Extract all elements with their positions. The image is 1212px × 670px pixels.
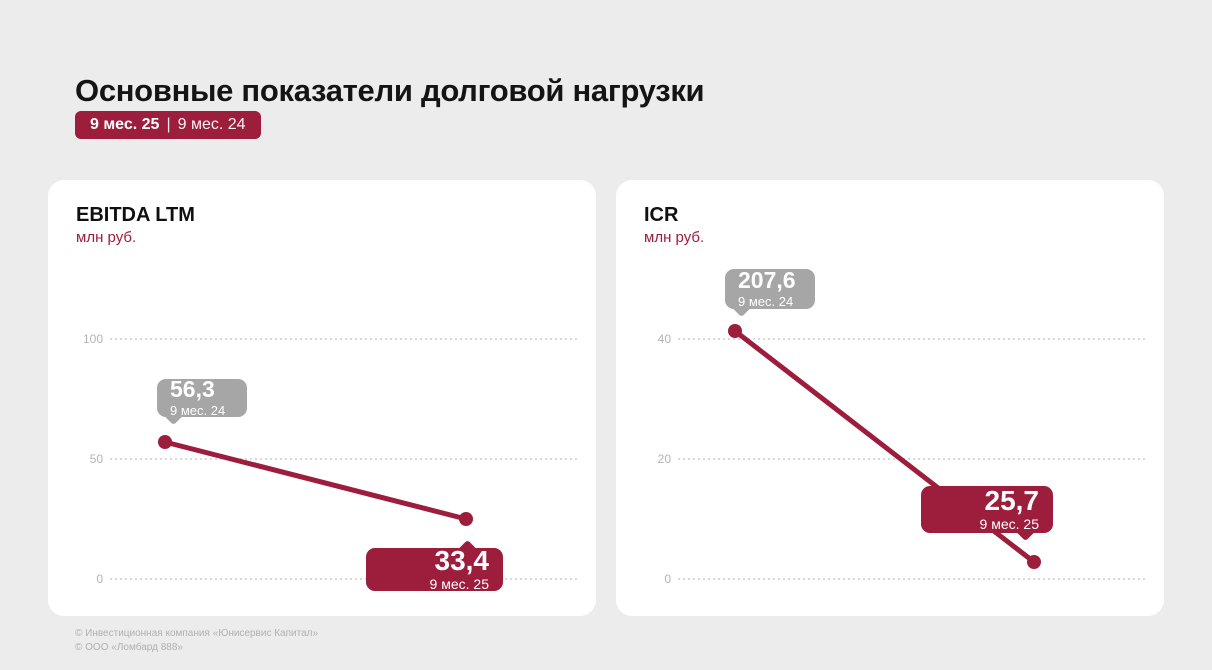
y-tick-label: 40 xyxy=(657,332,671,346)
tooltip-period: 9 мес. 25 xyxy=(979,515,1039,532)
data-point-dot xyxy=(459,512,473,526)
period-separator: | xyxy=(166,116,171,133)
y-tick-label: 0 xyxy=(664,572,671,586)
footer-credits: © Инвестиционная компания «Юнисервис Кап… xyxy=(75,627,318,655)
gridline xyxy=(110,338,577,340)
data-point-dot xyxy=(1027,555,1041,569)
period-previous: 9 мес. 24 xyxy=(177,116,246,133)
tooltip-current: 25,7 9 мес. 25 xyxy=(921,484,1053,542)
tooltip-previous: 56,3 9 мес. 24 xyxy=(157,375,247,426)
gridline-row: 0 xyxy=(641,572,1145,586)
page-title: Основные показатели долговой нагрузки xyxy=(75,72,705,108)
tooltip-previous: 207,6 9 мес. 24 xyxy=(725,266,815,318)
tooltip-period: 9 мес. 25 xyxy=(429,575,489,592)
tooltip-current: 33,4 9 мес. 25 xyxy=(366,539,503,592)
tooltip-value: 25,7 xyxy=(984,484,1040,516)
y-tick-label: 0 xyxy=(96,572,103,586)
chart-card-icr: ICR млн руб. 40 20 0 207,6 9 мес. 24 25,… xyxy=(616,180,1164,616)
chart-card-ebitda: EBITDA LTM млн руб. 100 50 0 56,3 9 мес.… xyxy=(48,180,596,616)
data-point-dot xyxy=(158,435,172,449)
gridline-row: 100 xyxy=(73,332,577,346)
gridline xyxy=(678,458,1145,460)
data-point-dot xyxy=(728,324,742,338)
footer-line: © Инвестиционная компания «Юнисервис Кап… xyxy=(75,628,319,639)
footer-line: © ООО «Ломбард 888» xyxy=(75,642,183,653)
trend-line xyxy=(162,439,469,522)
tooltip-period: 9 мес. 24 xyxy=(170,402,226,418)
gridline-row: 50 xyxy=(73,452,577,466)
gridline xyxy=(678,578,1145,580)
gridline xyxy=(110,578,577,580)
gridline-row: 20 xyxy=(641,452,1145,466)
y-tick-label: 20 xyxy=(657,452,671,466)
y-tick-label: 50 xyxy=(89,452,103,466)
y-tick-label: 100 xyxy=(82,332,103,346)
tooltip-period: 9 мес. 24 xyxy=(738,293,794,309)
period-badge: 9 мес. 25 | 9 мес. 24 xyxy=(75,111,261,139)
trend-line-chart xyxy=(728,324,1041,569)
tooltip-value: 207,6 xyxy=(738,266,796,293)
chart-title: EBITDA LTM xyxy=(76,204,195,226)
gridline xyxy=(678,338,1145,340)
gridline-row: 0 xyxy=(73,572,577,586)
tooltip-value: 56,3 xyxy=(170,375,215,402)
gridline xyxy=(110,458,577,460)
trend-line-chart xyxy=(158,435,473,526)
chart-title: ICR xyxy=(644,204,679,226)
chart-unit: млн руб. xyxy=(76,229,137,246)
period-current: 9 мес. 25 xyxy=(90,116,160,133)
tooltip-value: 33,4 xyxy=(434,544,490,576)
gridline-row: 40 xyxy=(641,332,1145,346)
chart-unit: млн руб. xyxy=(644,229,705,246)
